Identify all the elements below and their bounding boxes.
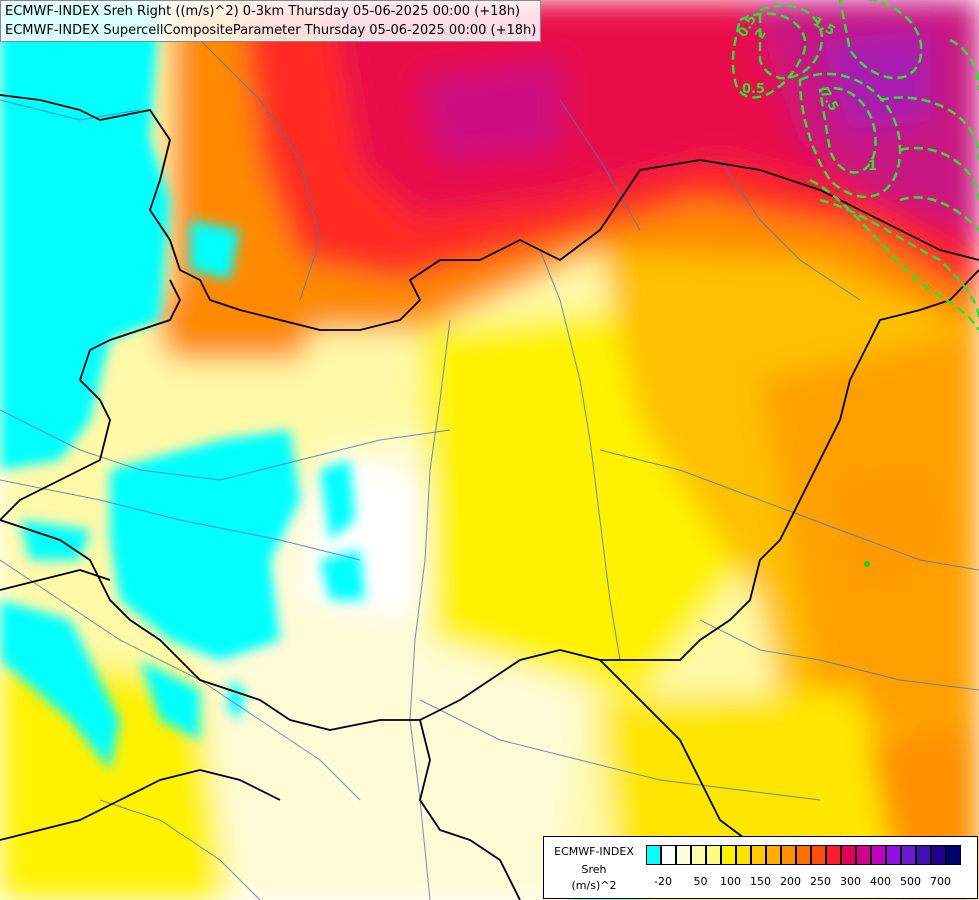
legend-tick-label: -20 [654, 875, 672, 888]
legend-swatch [811, 845, 826, 865]
legend-tick-label: 150 [750, 875, 771, 888]
country-borders [0, 94, 979, 900]
title-line-1: ECMWF-INDEX Sreh Right ((m/s)^2) 0-3km T… [5, 4, 521, 19]
legend-tick-label: 200 [780, 875, 801, 888]
color-legend: ECMWF-INDEX Sreh (m/s)^2 -20 50 100 150 200 2… [543, 836, 978, 899]
legend-swatch [946, 845, 961, 865]
legend-tick-label: 500 [900, 875, 921, 888]
legend-swatch [841, 845, 856, 865]
legend-swatch [676, 845, 691, 865]
legend-tick-label: 700 [930, 875, 951, 888]
legend-tick-label: 400 [870, 875, 891, 888]
rivers [0, 39, 979, 900]
legend-swatch [901, 845, 916, 865]
legend-swatch [751, 845, 766, 865]
legend-swatch [916, 845, 931, 865]
legend-variable: Sreh [581, 863, 607, 876]
legend-swatch [646, 845, 661, 865]
legend-swatch [706, 845, 721, 865]
legend-tick-label: 50 [693, 875, 708, 888]
legend-unit: (m/s)^2 [571, 879, 617, 892]
map-title: ECMWF-INDEX Sreh Right ((m/s)^2) 0-3km T… [0, 0, 542, 42]
legend-swatch [661, 845, 676, 865]
title-line-2: ECMWF-INDEX SupercellCompositeParameter … [5, 23, 537, 38]
legend-swatch [871, 845, 886, 865]
legend-tick-label: 250 [810, 875, 831, 888]
negative-sreh-areas [0, 0, 640, 900]
legend-swatch [781, 845, 796, 865]
legend-swatch [736, 845, 751, 865]
scp-contours [731, 0, 979, 331]
legend-swatch [931, 845, 946, 865]
legend-swatch [886, 845, 901, 865]
legend-tick-label: 300 [840, 875, 861, 888]
legend-swatch [691, 845, 706, 865]
legend-swatch [826, 845, 841, 865]
legend-swatch [856, 845, 871, 865]
legend-swatch [721, 845, 736, 865]
legend-tick-label: 100 [720, 875, 741, 888]
legend-title: ECMWF-INDEX [554, 845, 634, 858]
contour-label: 0.5 [742, 82, 765, 97]
contour-label: 1 [868, 159, 877, 174]
station-marker [864, 561, 870, 567]
legend-swatch [796, 845, 811, 865]
legend-swatch [766, 845, 781, 865]
